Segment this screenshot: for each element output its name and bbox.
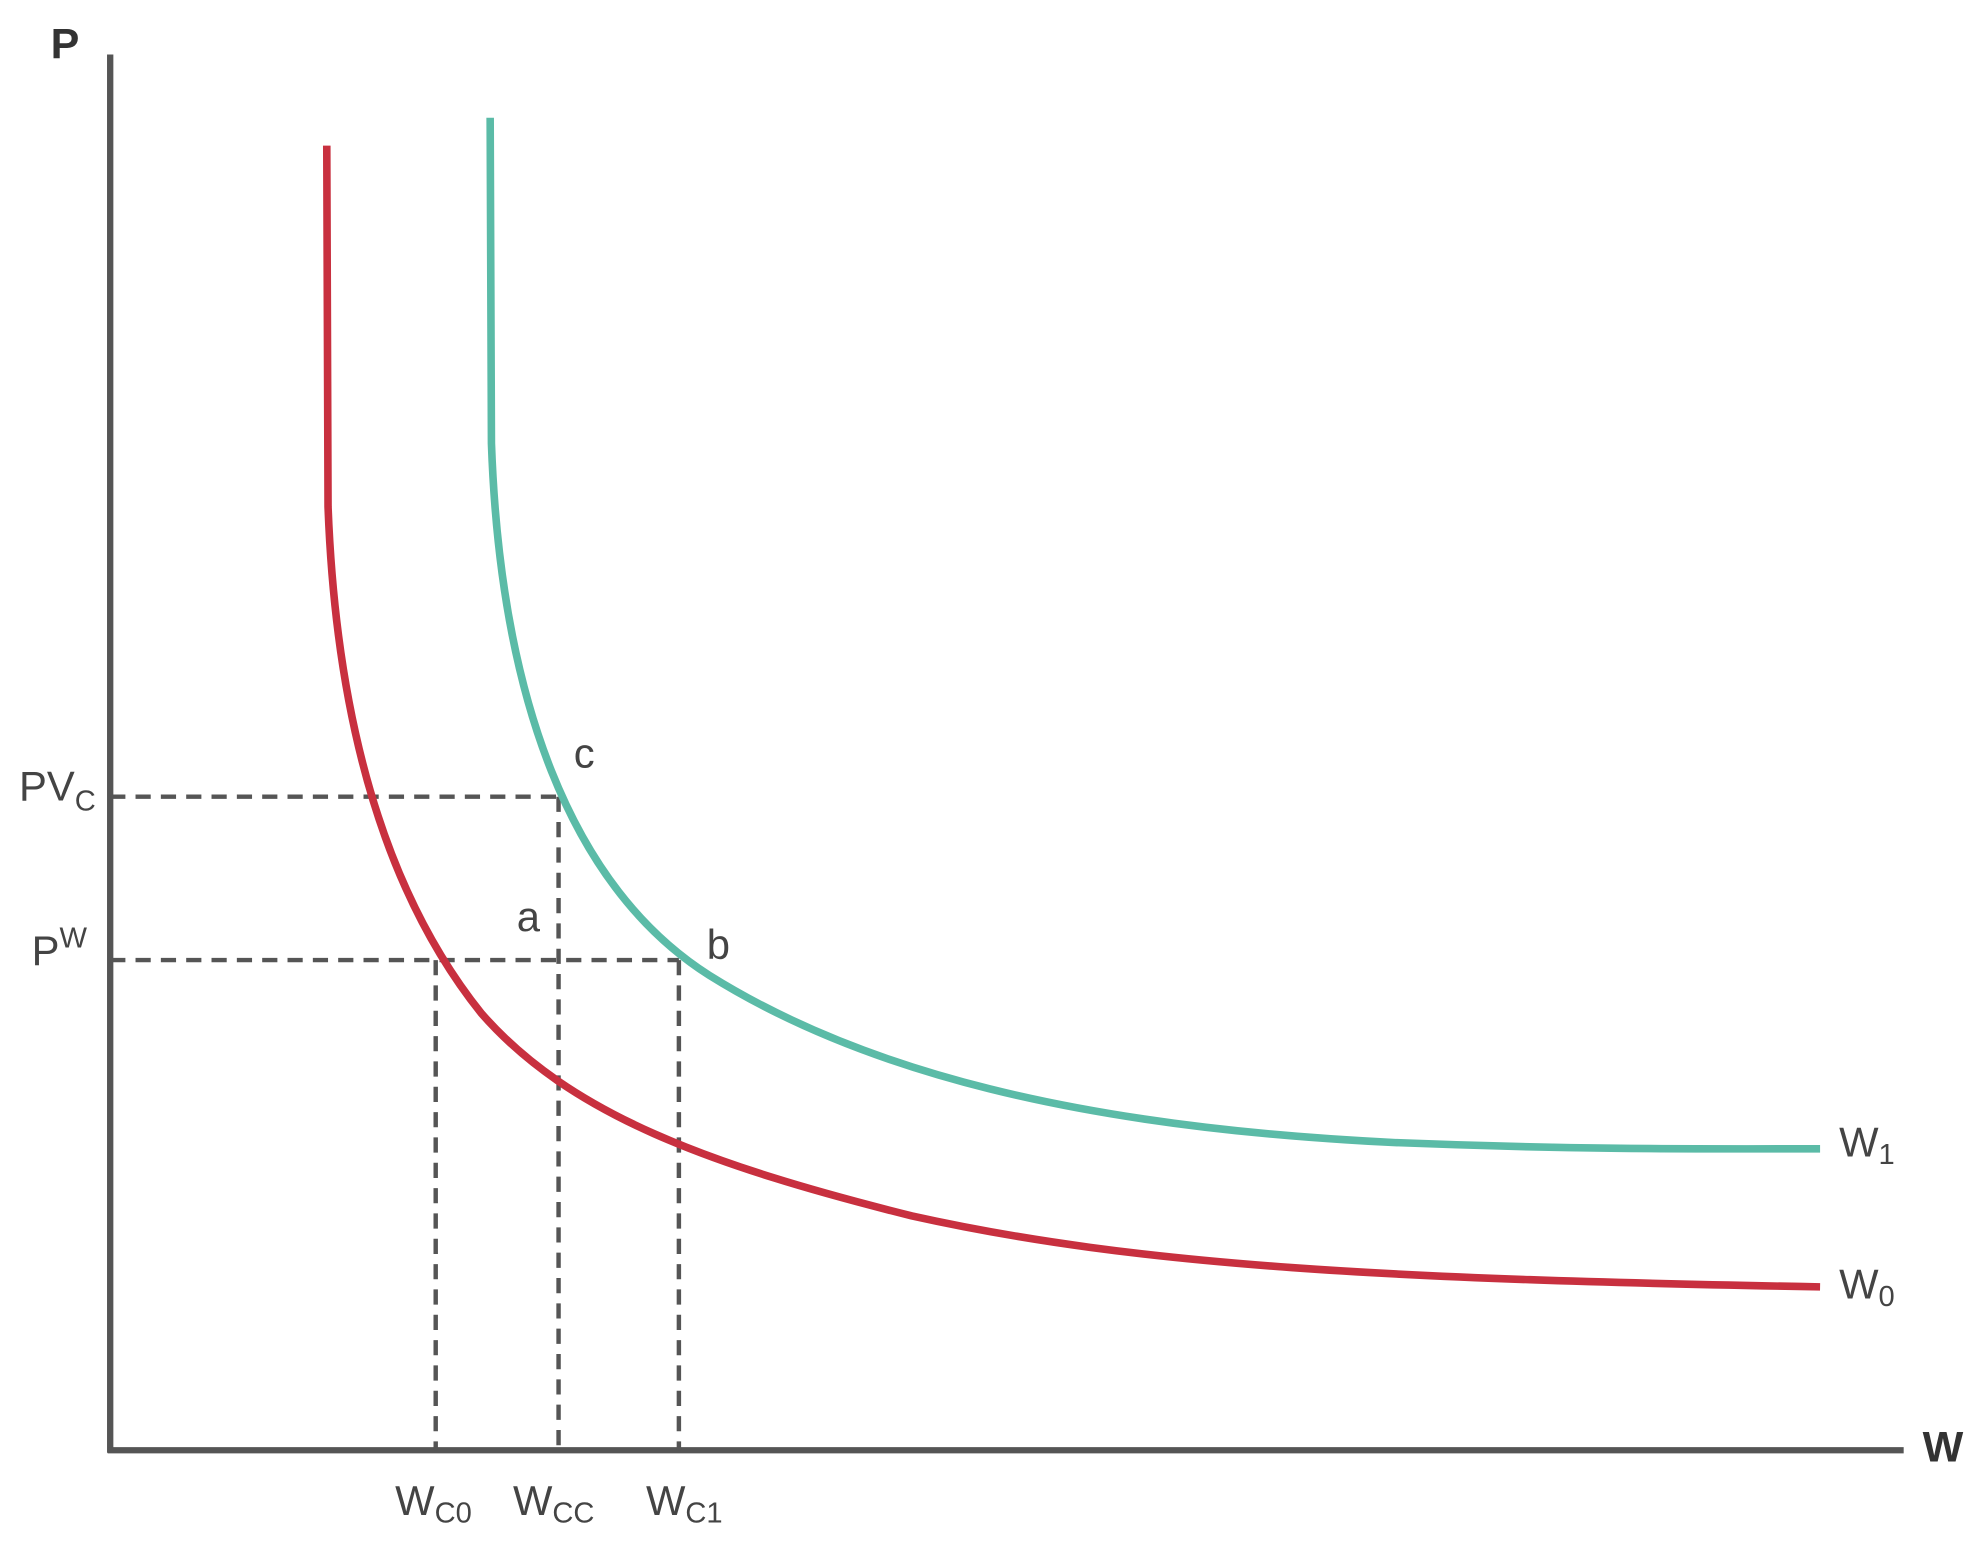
price-label-sub: C	[75, 786, 96, 818]
curve-label-text: W	[1839, 1118, 1879, 1165]
point-label: c	[574, 730, 595, 777]
quantity-label: WC1	[646, 1477, 723, 1530]
price-label: PVC	[19, 762, 96, 817]
quantity-label: WCC	[513, 1477, 595, 1530]
y-axis-label: P	[51, 20, 80, 68]
quantity-label-text: W	[513, 1477, 553, 1524]
curve-label: W1	[1839, 1118, 1895, 1171]
curve-label: W0	[1839, 1260, 1895, 1313]
quantity-label-sub: C1	[685, 1497, 722, 1529]
quantity-label-sub: CC	[552, 1497, 594, 1529]
price-label-text: PV	[19, 762, 75, 809]
curve-label-sub: 1	[1879, 1139, 1895, 1171]
quantity-label-sub: C0	[435, 1497, 472, 1529]
curve-label-sub: 0	[1879, 1281, 1895, 1313]
price-label-text: P	[32, 927, 60, 974]
guide-lines	[110, 794, 682, 1451]
curve-w0	[322, 145, 1821, 1291]
price-label-sup: W	[60, 922, 88, 954]
quantity-label: WC0	[395, 1477, 472, 1530]
curve-label-text: W	[1839, 1260, 1879, 1307]
price-label: PW	[32, 922, 88, 974]
quantity-label-text: W	[395, 1477, 435, 1524]
quantity-label-text: W	[646, 1477, 686, 1524]
point-label: a	[517, 893, 541, 940]
curve-w1	[486, 117, 1821, 1153]
point-label: b	[707, 921, 730, 968]
x-axis-label: W	[1923, 1424, 1964, 1472]
